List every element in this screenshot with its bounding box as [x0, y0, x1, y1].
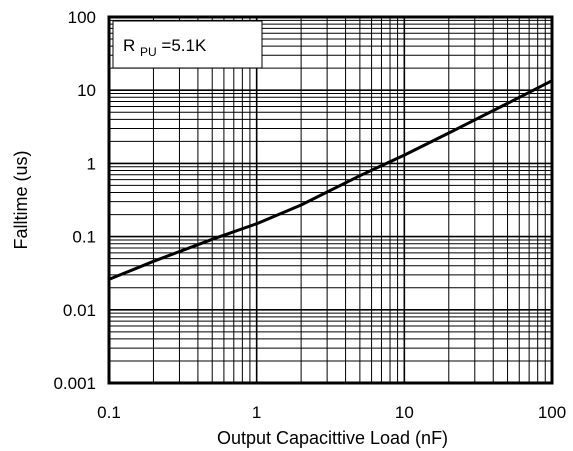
x-tick-labels: 0.1 1 10 100: [97, 403, 566, 422]
falltime-series-line: [108, 79, 553, 281]
minor-gridlines: [109, 17, 552, 383]
major-gridlines: [108, 16, 553, 384]
x-tick-label: 10: [395, 403, 414, 422]
plot-frame: [107, 15, 554, 385]
y-tick-label: 100: [68, 8, 96, 27]
x-tick-label: 1: [252, 403, 261, 422]
annotation-box: R PU =5.1K: [112, 20, 263, 69]
annotation-text: R PU =5.1K: [123, 36, 207, 60]
y-tick-label: 0.1: [72, 228, 96, 247]
annotation-background: [112, 20, 263, 69]
y-tick-label: 0.001: [53, 374, 96, 393]
y-tick-label: 10: [77, 81, 96, 100]
y-axis-label: Falltime (us): [11, 150, 31, 249]
x-tick-label: 100: [538, 403, 566, 422]
annotation-rest: =5.1K: [161, 36, 207, 55]
y-tick-label: 0.01: [63, 301, 96, 320]
y-tick-label: 1: [87, 154, 96, 173]
series-group: [108, 79, 553, 281]
x-tick-label: 0.1: [97, 403, 121, 422]
x-axis-label: Output Capacittive Load (nF): [217, 428, 448, 448]
y-tick-labels: 0.001 0.01 0.1 1 10 100: [53, 8, 96, 393]
annotation-subscript: PU: [140, 45, 157, 59]
annotation-main: R: [123, 36, 135, 55]
